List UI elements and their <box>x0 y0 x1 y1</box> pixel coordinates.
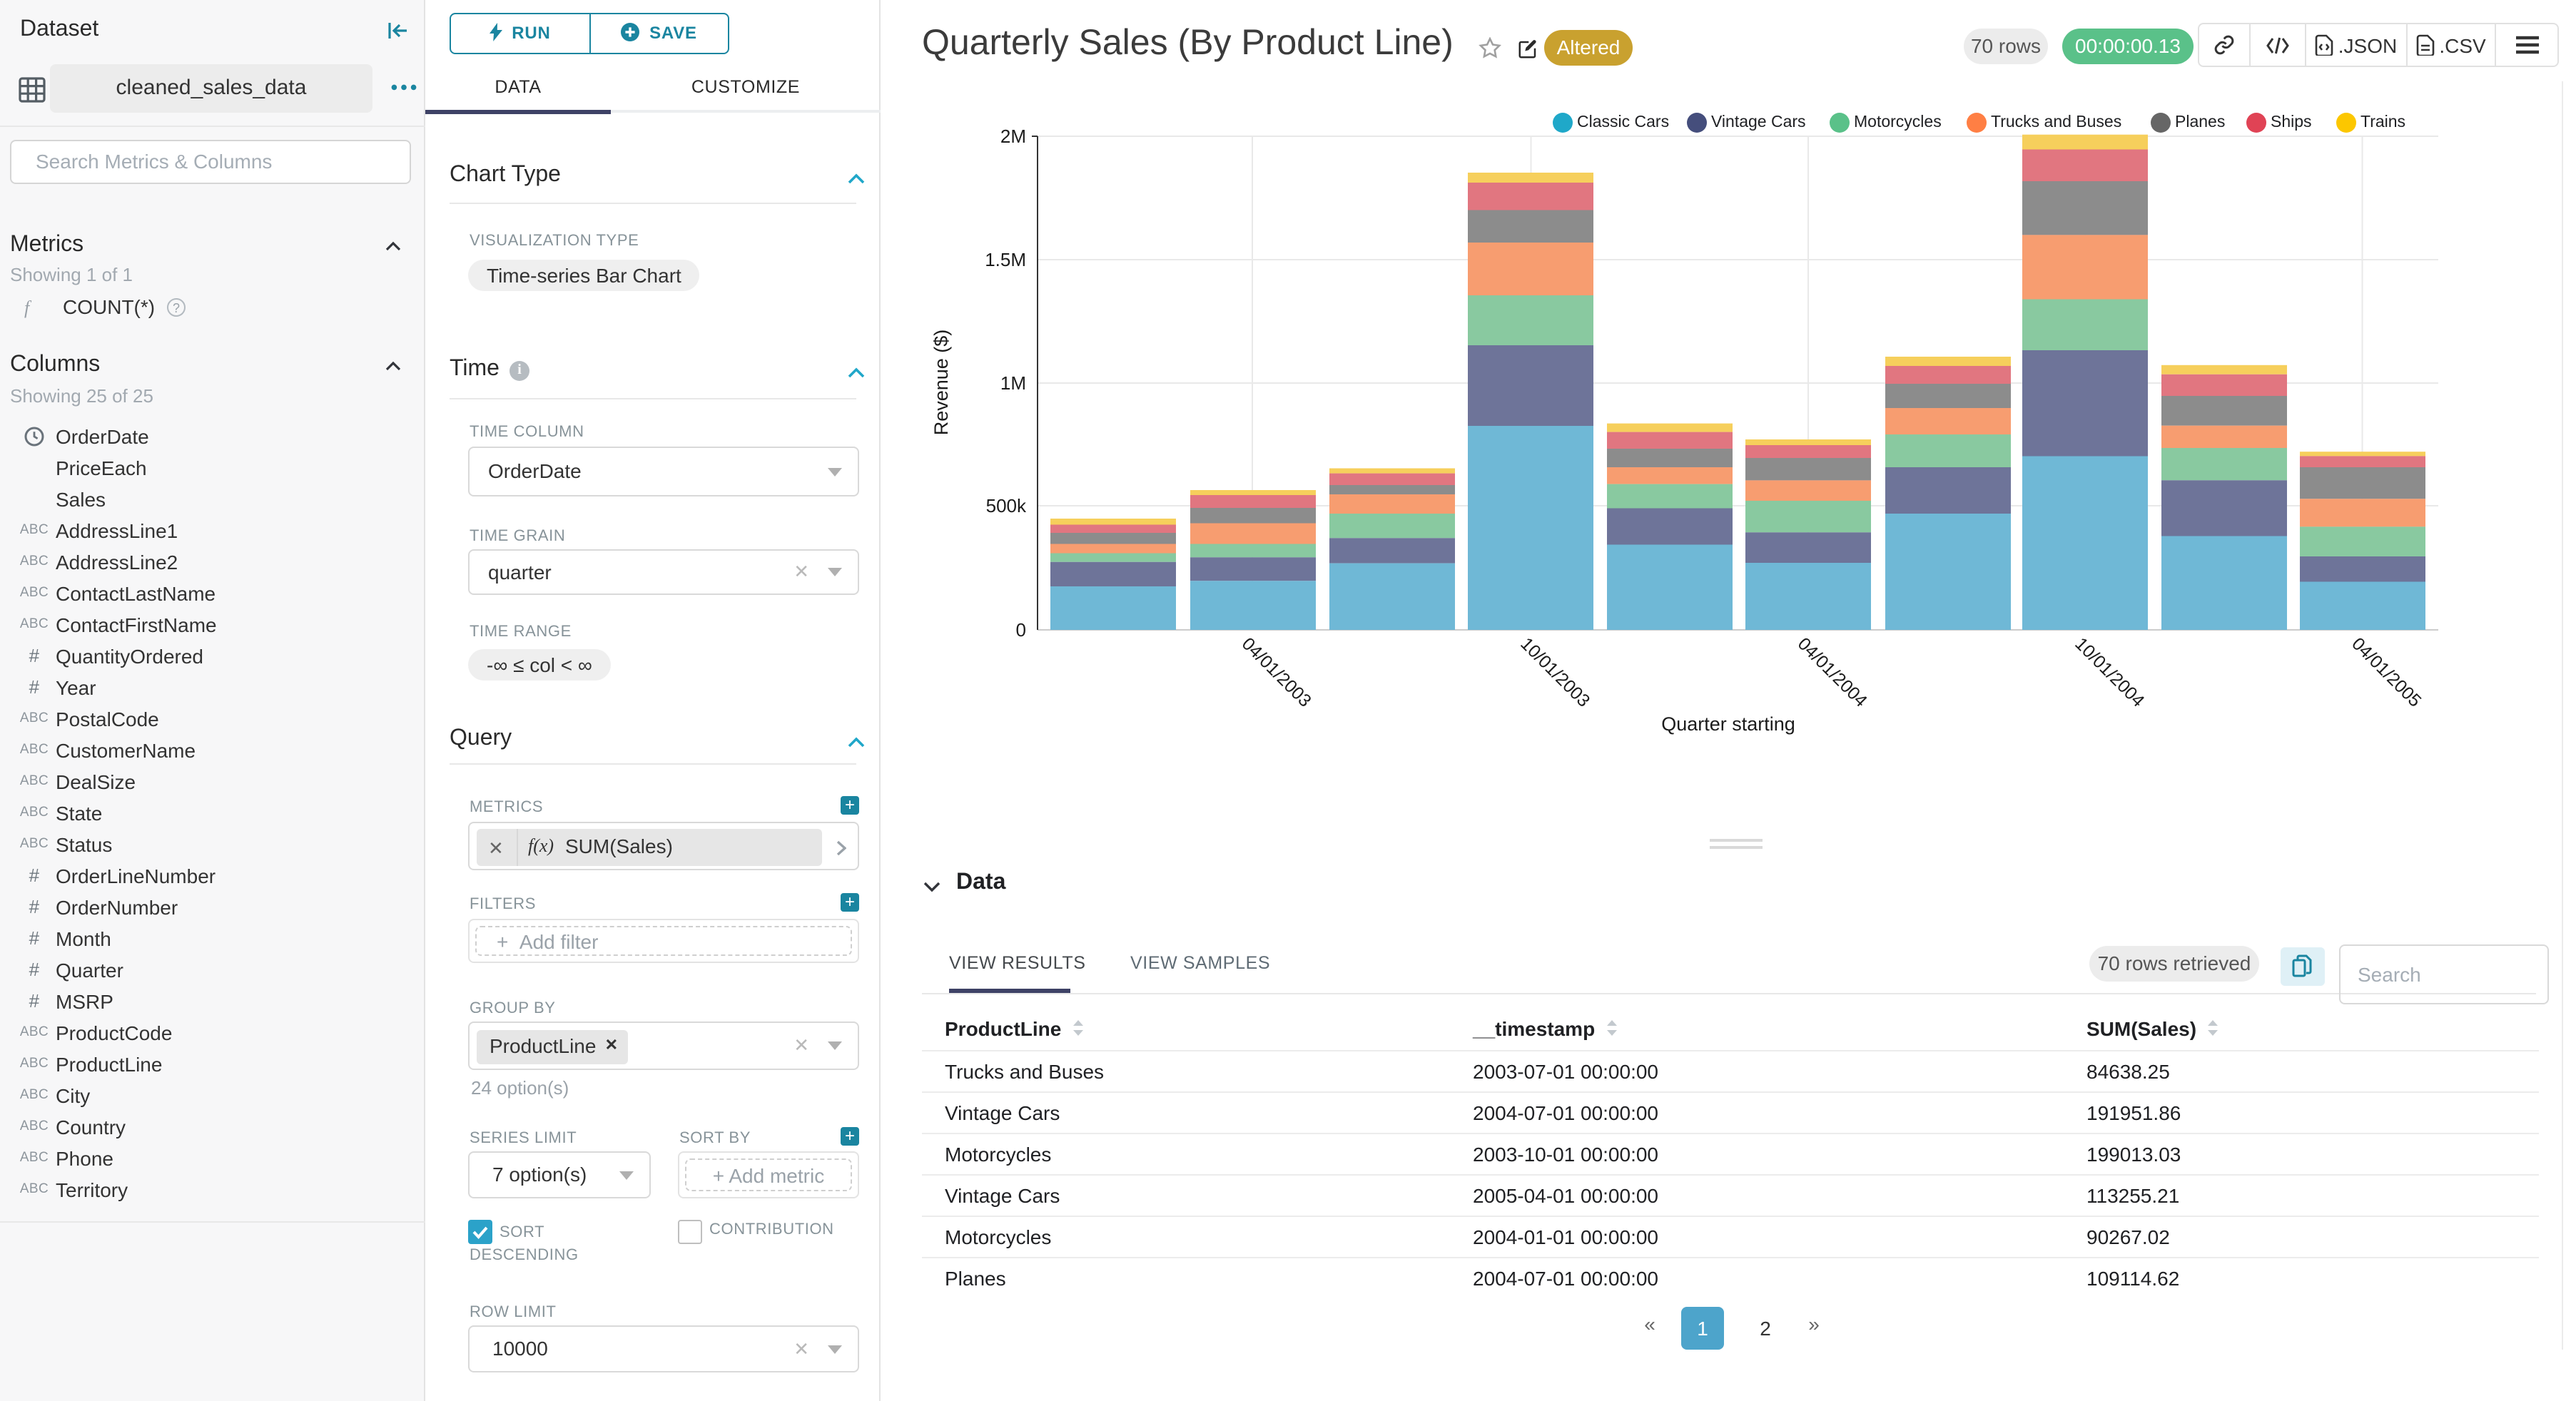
svg-text:1.5M: 1.5M <box>985 249 1026 270</box>
svg-text:500k: 500k <box>986 495 1027 516</box>
svg-text:1M: 1M <box>1000 372 1026 394</box>
svg-text:Quarter starting: Quarter starting <box>1661 713 1795 735</box>
svg-text:04/01/2005: 04/01/2005 <box>2348 633 2425 710</box>
svg-text:Revenue ($): Revenue ($) <box>930 330 952 436</box>
svg-text:0: 0 <box>1016 619 1026 641</box>
svg-text:10/01/2003: 10/01/2003 <box>1516 633 1593 710</box>
svg-text:04/01/2004: 04/01/2004 <box>1794 633 1871 710</box>
svg-text:04/01/2003: 04/01/2003 <box>1238 633 1315 710</box>
svg-text:2M: 2M <box>1000 126 1026 147</box>
svg-text:10/01/2004: 10/01/2004 <box>2071 633 2148 710</box>
